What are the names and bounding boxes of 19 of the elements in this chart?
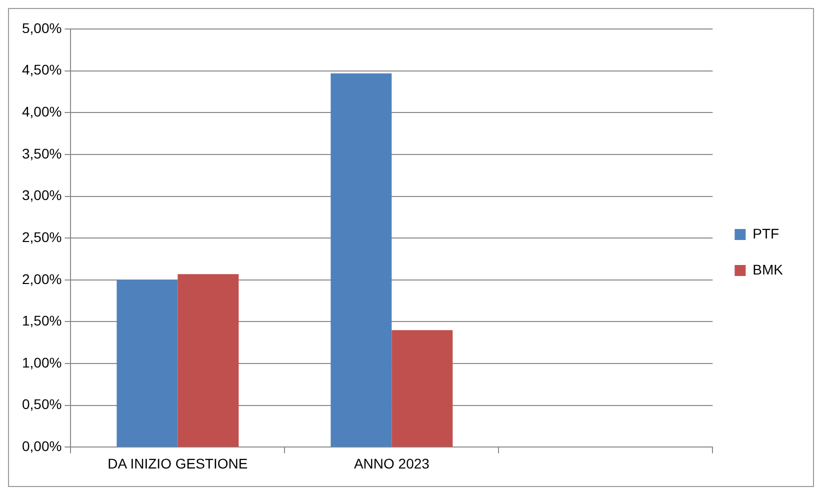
y-tick-label: 0,50% <box>22 396 62 412</box>
y-tick-label: 4,00% <box>22 104 62 120</box>
legend-label: BMK <box>752 261 784 278</box>
y-tick-label: 1,50% <box>22 312 62 329</box>
y-tick-label: 1,00% <box>22 354 62 370</box>
y-tick-label: 2,50% <box>22 228 62 245</box>
y-tick-label: 2,00% <box>22 270 62 287</box>
bar <box>116 280 178 447</box>
bar <box>330 73 392 447</box>
x-tick-label: DA INIZIO GESTIONE <box>108 455 248 472</box>
y-tick-label: 4,50% <box>22 62 62 78</box>
bar <box>178 274 239 447</box>
y-tick-label: 5,00% <box>22 20 62 36</box>
y-tick-label: 3,00% <box>22 187 62 204</box>
y-tick-label: 0,00% <box>22 438 62 454</box>
x-tick-label: ANNO 2023 <box>354 455 430 472</box>
y-tick-label: 3,50% <box>22 145 62 162</box>
bar <box>392 330 453 447</box>
legend-label: PTF <box>752 225 780 242</box>
